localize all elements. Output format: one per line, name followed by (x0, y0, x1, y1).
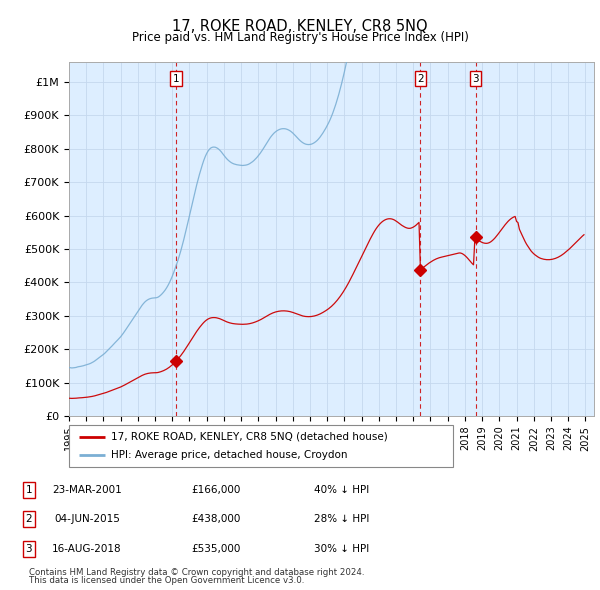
Text: This data is licensed under the Open Government Licence v3.0.: This data is licensed under the Open Gov… (29, 576, 304, 585)
Text: 40% ↓ HPI: 40% ↓ HPI (314, 485, 370, 494)
Text: 28% ↓ HPI: 28% ↓ HPI (314, 514, 370, 524)
FancyBboxPatch shape (69, 425, 453, 467)
Text: 30% ↓ HPI: 30% ↓ HPI (314, 544, 370, 553)
Text: 2: 2 (25, 514, 32, 524)
Text: Contains HM Land Registry data © Crown copyright and database right 2024.: Contains HM Land Registry data © Crown c… (29, 568, 364, 577)
Text: 17, ROKE ROAD, KENLEY, CR8 5NQ: 17, ROKE ROAD, KENLEY, CR8 5NQ (172, 19, 428, 34)
Text: 2: 2 (417, 74, 424, 84)
Text: 3: 3 (25, 544, 32, 553)
Text: 3: 3 (472, 74, 479, 84)
Text: £535,000: £535,000 (191, 544, 241, 553)
Text: £166,000: £166,000 (191, 485, 241, 494)
Text: 17, ROKE ROAD, KENLEY, CR8 5NQ (detached house): 17, ROKE ROAD, KENLEY, CR8 5NQ (detached… (111, 432, 388, 442)
Text: HPI: Average price, detached house, Croydon: HPI: Average price, detached house, Croy… (111, 450, 348, 460)
Text: 16-AUG-2018: 16-AUG-2018 (52, 544, 122, 553)
Text: 23-MAR-2001: 23-MAR-2001 (52, 485, 122, 494)
Text: Price paid vs. HM Land Registry's House Price Index (HPI): Price paid vs. HM Land Registry's House … (131, 31, 469, 44)
Text: 1: 1 (25, 485, 32, 494)
Text: £438,000: £438,000 (191, 514, 241, 524)
Text: 1: 1 (173, 74, 179, 84)
Text: 04-JUN-2015: 04-JUN-2015 (54, 514, 120, 524)
